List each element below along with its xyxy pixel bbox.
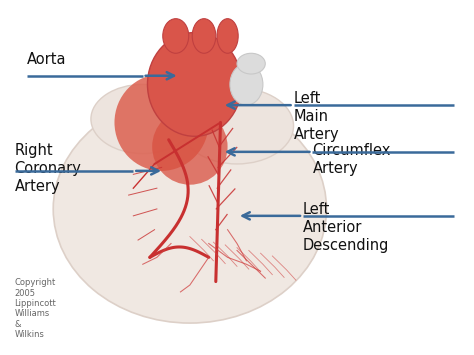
Ellipse shape bbox=[230, 64, 263, 105]
Text: Copyright
2005
Lippincott
Williams
&
Wilkins: Copyright 2005 Lippincott Williams & Wil… bbox=[15, 278, 56, 339]
Ellipse shape bbox=[181, 88, 293, 164]
Ellipse shape bbox=[147, 33, 242, 136]
Text: Right
Coronary
Artery: Right Coronary Artery bbox=[15, 143, 82, 194]
Ellipse shape bbox=[237, 53, 265, 74]
Ellipse shape bbox=[152, 109, 228, 185]
Ellipse shape bbox=[192, 19, 216, 53]
Ellipse shape bbox=[163, 19, 189, 53]
Ellipse shape bbox=[115, 74, 209, 171]
Ellipse shape bbox=[53, 95, 327, 323]
Text: Left
Anterior
Descending: Left Anterior Descending bbox=[303, 202, 389, 253]
Text: Aorta: Aorta bbox=[27, 52, 67, 67]
Text: Left
Main
Artery: Left Main Artery bbox=[293, 91, 339, 142]
Ellipse shape bbox=[217, 19, 238, 53]
Ellipse shape bbox=[91, 84, 195, 154]
Text: Circumflex
Artery: Circumflex Artery bbox=[312, 143, 391, 176]
